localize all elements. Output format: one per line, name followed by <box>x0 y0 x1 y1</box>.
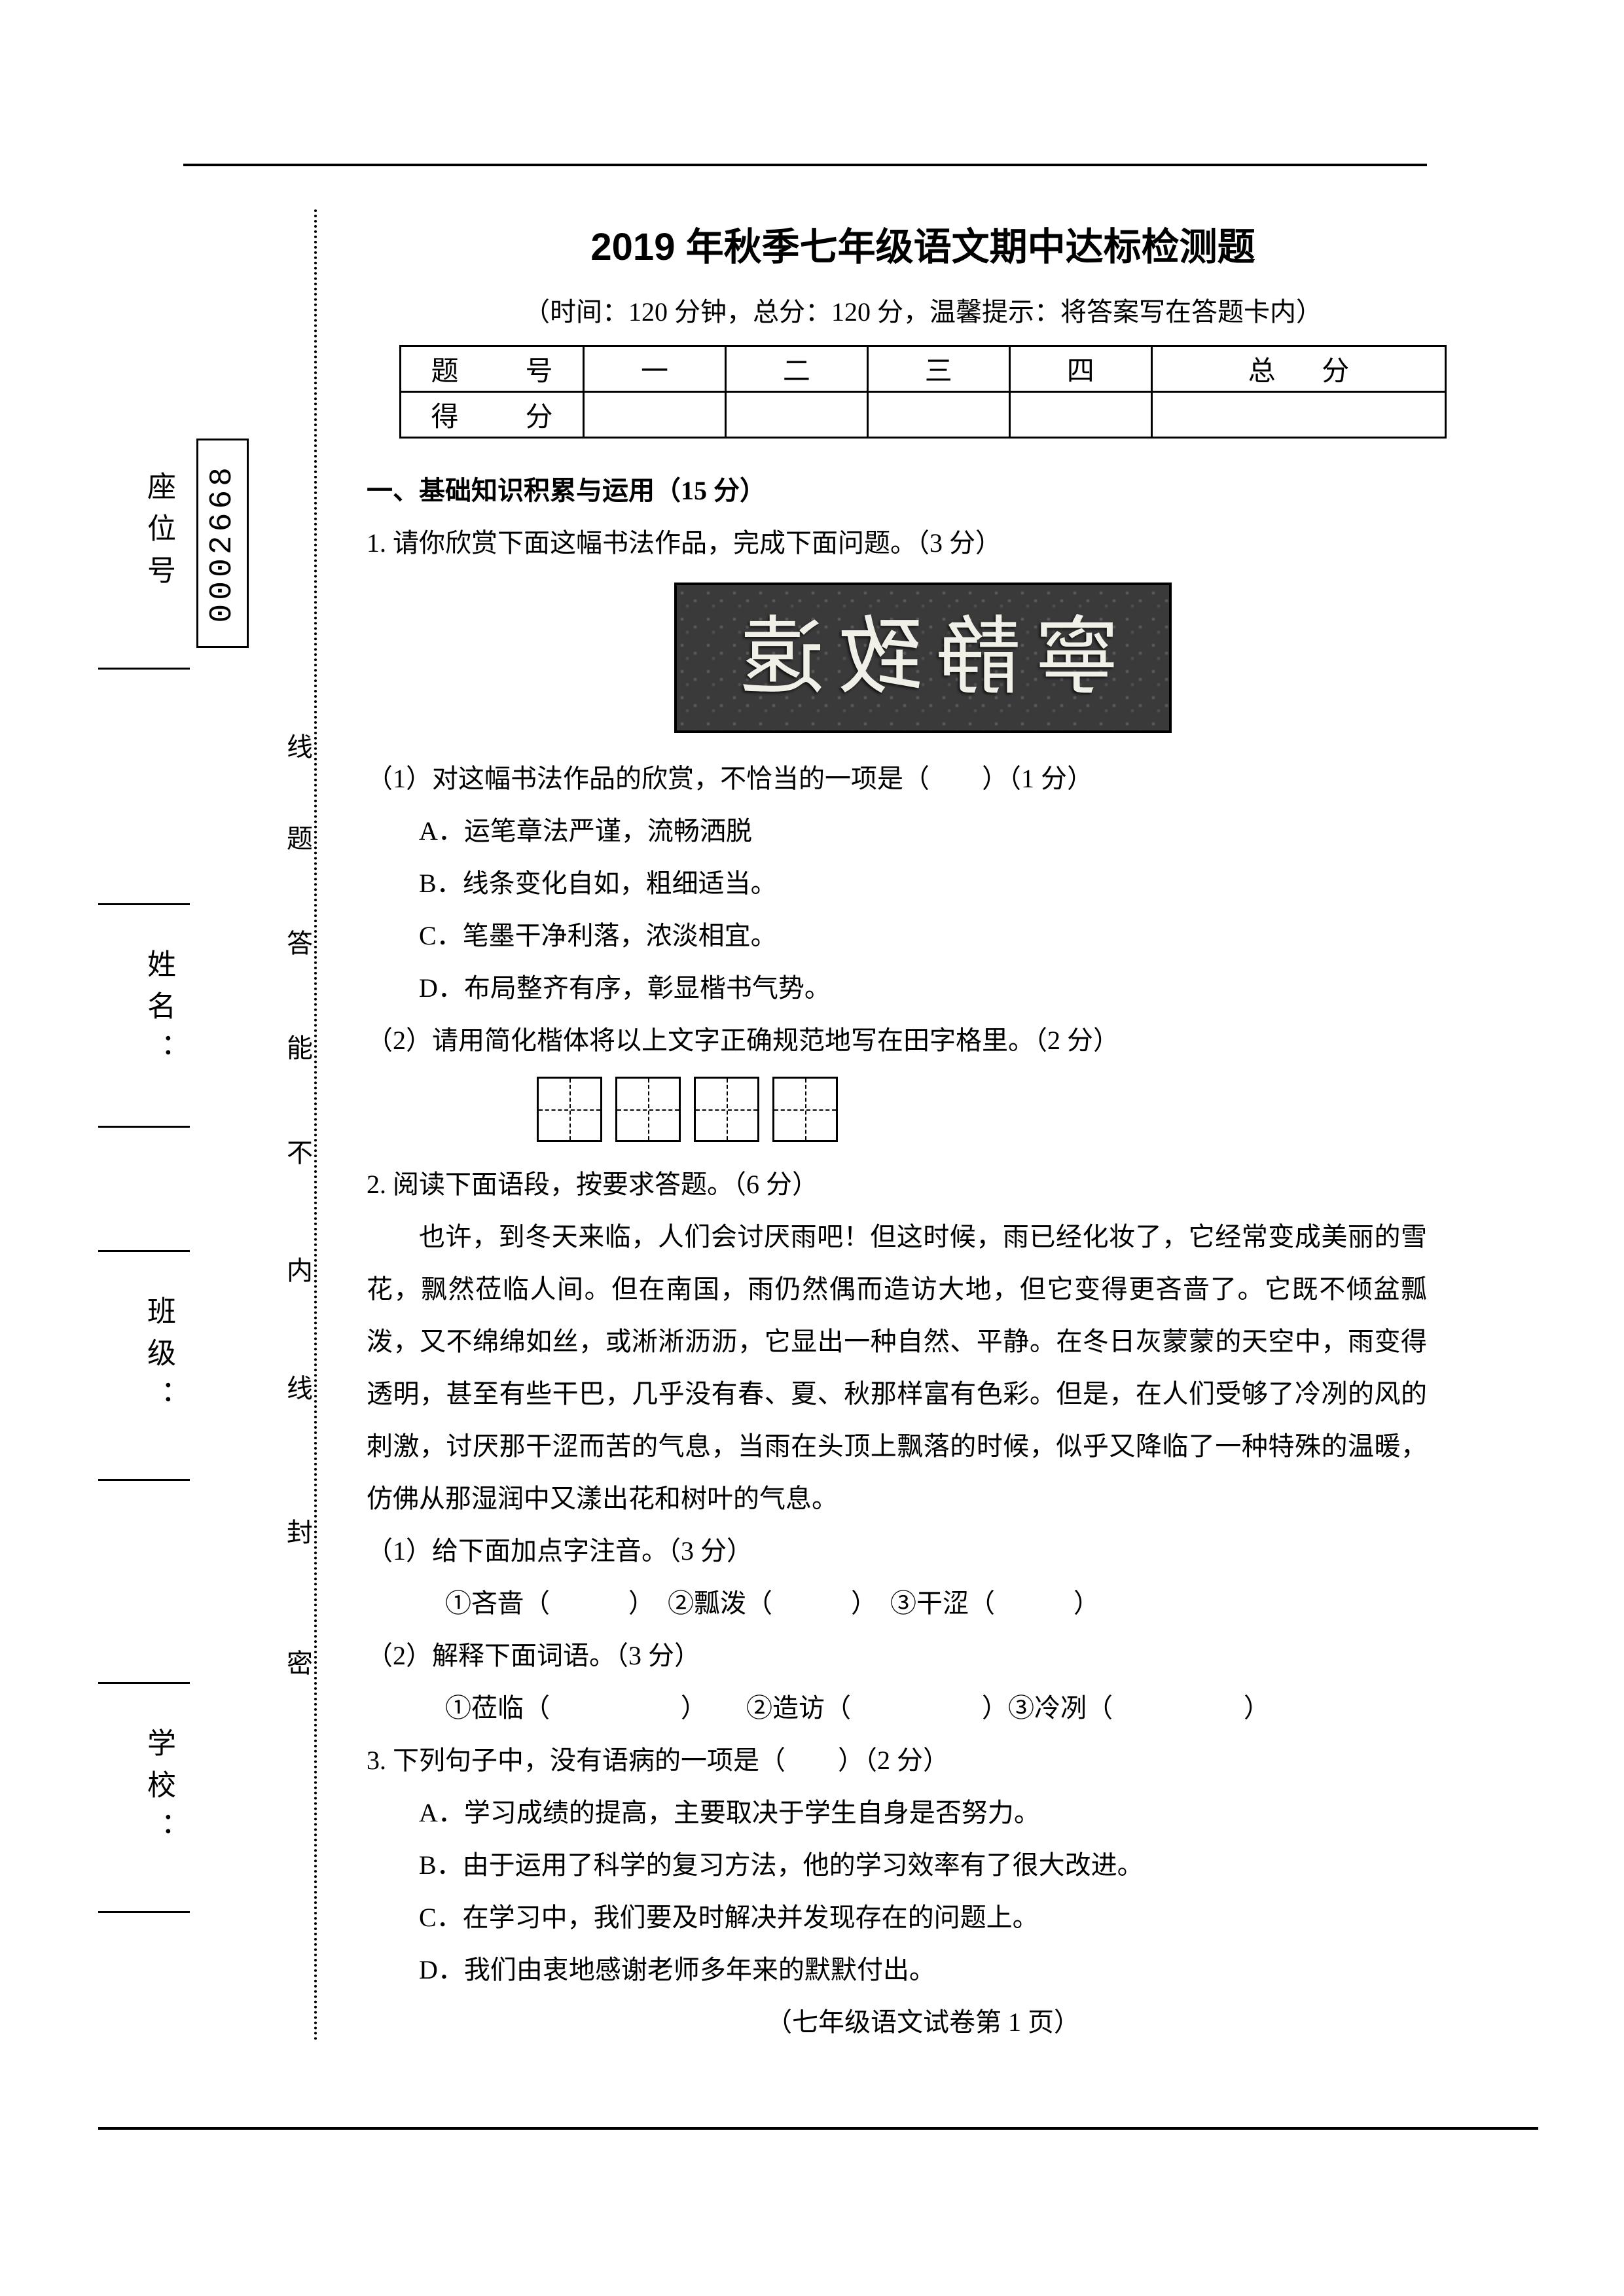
content-body: 一、基础知识积累与运用（15 分） 1. 请你欣赏下面这幅书法作品，完成下面问题… <box>367 465 1479 2049</box>
seat-field-line <box>98 668 190 670</box>
q3-stem: 3. 下列句子中，没有语病的一项是（ ）（2 分） <box>367 1734 1479 1787</box>
score-table: 题 号 一 二 三 四 总 分 得 分 <box>399 345 1447 439</box>
q1-option-d: D．布局整齐有序，彰显楷书气势。 <box>367 962 1479 1014</box>
q1-option-a: A．运笔章法严谨，流畅洒脱 <box>367 805 1479 857</box>
q1-option-c: C．笔墨干净利落，浓淡相宜。 <box>367 910 1479 962</box>
calligraphy-text: 寧静致遠 <box>727 573 1119 743</box>
cell-blank <box>1151 392 1445 438</box>
school-label: 学校： <box>137 1728 179 1854</box>
q1-stem: 1. 请你欣赏下面这幅书法作品，完成下面问题。（3 分） <box>367 517 1479 569</box>
calligraphy-artwork: 寧静致遠 <box>674 583 1172 733</box>
cell: 三 <box>867 346 1009 392</box>
q1-part2: （2）请用简化楷体将以上文字正确规范地写在田字格里。（2 分） <box>367 1014 1479 1067</box>
seal-char: 答 <box>278 929 316 956</box>
exam-subtitle: （时间：120 分钟，总分：120 分，温馨提示：将答案写在答题卡内） <box>367 291 1479 329</box>
cell-blank <box>867 392 1009 438</box>
exam-title: 2019 年秋季七年级语文期中达标检测题 <box>367 216 1479 271</box>
tian-cell <box>615 1077 681 1142</box>
school-field-line-top <box>98 1682 190 1684</box>
q1-part1: （1）对这幅书法作品的欣赏，不恰当的一项是（ ）（1 分） <box>367 753 1479 805</box>
q2-part1: （1）给下面加点字注音。（3 分） <box>367 1525 1479 1577</box>
cell: 题 号 <box>401 346 584 392</box>
cell: 四 <box>1009 346 1151 392</box>
school-field-line <box>98 1911 190 1913</box>
tian-cell <box>537 1077 602 1142</box>
name-field-line-top <box>98 903 190 905</box>
tian-cell <box>772 1077 838 1142</box>
table-row: 题 号 一 二 三 四 总 分 <box>401 346 1446 392</box>
q2-part2-items: ①莅临（ ） ②造访（ ）③冷冽（ ） <box>367 1682 1479 1734</box>
main-content: 2019 年秋季七年级语文期中达标检测题 （时间：120 分钟，总分：120 分… <box>367 216 1479 2049</box>
seal-char: 内 <box>278 1257 316 1283</box>
cell: 一 <box>584 346 726 392</box>
serial-number: 0002668 <box>205 463 240 623</box>
cell-blank <box>584 392 726 438</box>
page-footer: （七年级语文试卷第 1 页） <box>367 1996 1479 2049</box>
name-field-line <box>98 1126 190 1128</box>
q3-option-b: B．由于运用了科学的复习方法，他的学习效率有了很大改进。 <box>367 1839 1479 1892</box>
seal-char: 线 <box>278 733 316 759</box>
class-field-line <box>98 1479 190 1481</box>
exam-page: 0002668 座位号 线 题 答 能 不 内 线 封 密 姓名： 班级： 学校… <box>0 0 1624 2296</box>
seal-char: 不 <box>278 1139 316 1165</box>
seal-char: 能 <box>278 1034 316 1060</box>
cell: 得 分 <box>401 392 584 438</box>
class-label: 班级： <box>137 1296 179 1422</box>
table-row: 得 分 <box>401 392 1446 438</box>
seal-char: 题 <box>278 825 316 851</box>
tian-grid <box>537 1077 1479 1142</box>
q2-part1-items: ①吝啬（ ） ②瓢泼（ ） ③干涩（ ） <box>367 1577 1479 1630</box>
binding-margin: 0002668 座位号 线 题 答 能 不 内 线 封 密 姓名： 班级： 学校… <box>79 196 327 2062</box>
cell: 总 分 <box>1151 346 1445 392</box>
cell-blank <box>725 392 867 438</box>
seat-number-label: 座位号 <box>137 471 179 597</box>
cell: 二 <box>725 346 867 392</box>
top-rule <box>183 164 1427 166</box>
cell-blank <box>1009 392 1151 438</box>
section-heading: 一、基础知识积累与运用（15 分） <box>367 465 1479 517</box>
q2-part2: （2）解释下面词语。（3 分） <box>367 1630 1479 1682</box>
q3-option-a: A．学习成绩的提高，主要取决于学生自身是否努力。 <box>367 1787 1479 1839</box>
q2-passage: 也许，到冬天来临，人们会讨厌雨吧！但这时候，雨已经化妆了，它经常变成美丽的雪花，… <box>367 1211 1427 1525</box>
serial-number-box: 0002668 <box>196 439 249 648</box>
q2-stem: 2. 阅读下面语段，按要求答题。（6 分） <box>367 1158 1479 1211</box>
seal-char: 线 <box>278 1374 316 1401</box>
name-label: 姓名： <box>137 949 179 1075</box>
seal-char: 封 <box>278 1518 316 1545</box>
q1-option-b: B．线条变化自如，粗细适当。 <box>367 857 1479 910</box>
class-field-line-top <box>98 1250 190 1252</box>
seal-char: 密 <box>278 1649 316 1676</box>
dotted-fold-line <box>314 209 317 2042</box>
q3-option-d: D．我们由衷地感谢老师多年来的默默付出。 <box>367 1944 1479 1996</box>
tian-cell <box>694 1077 759 1142</box>
bottom-rule <box>98 2127 1538 2130</box>
q3-option-c: C．在学习中，我们要及时解决并发现存在的问题上。 <box>367 1892 1479 1944</box>
